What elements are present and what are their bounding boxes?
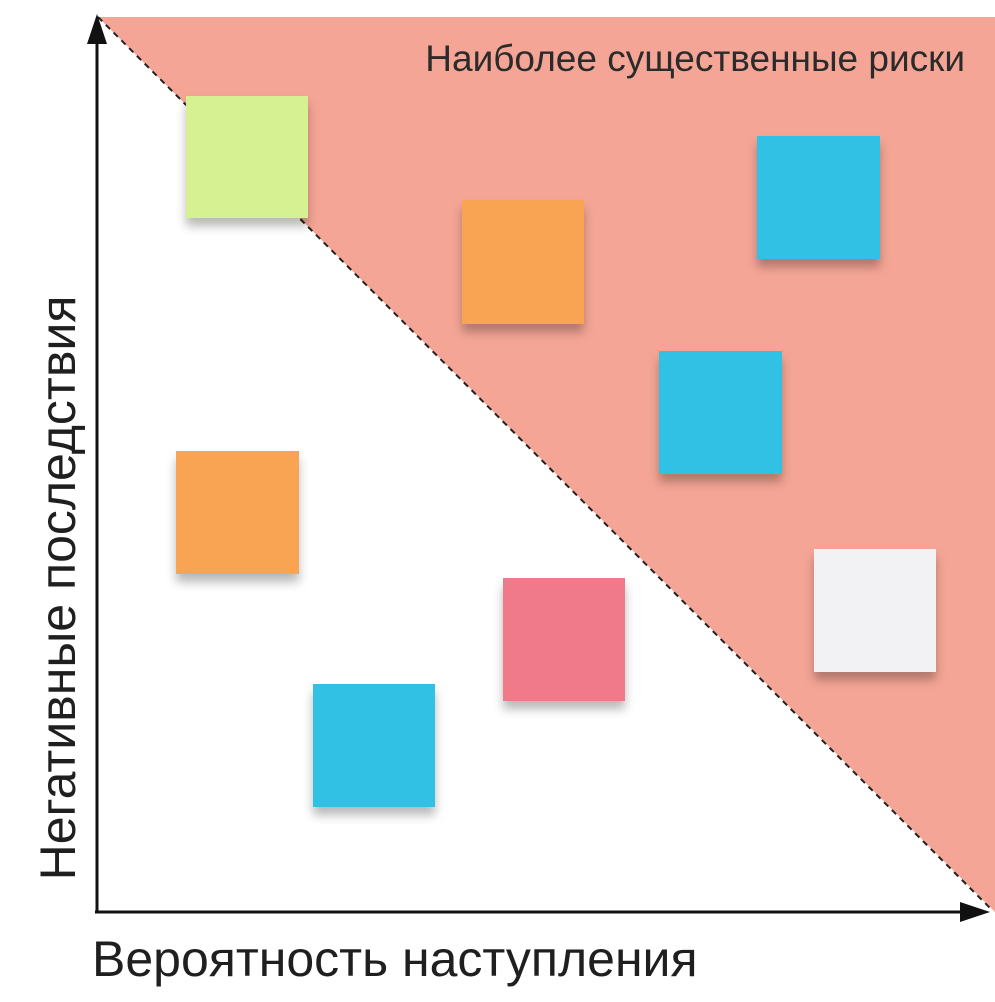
sticky-note-sheen bbox=[313, 684, 435, 807]
sticky-note-body bbox=[176, 451, 299, 574]
sticky-note-body bbox=[462, 200, 584, 324]
x-axis-label: Вероятность наступления bbox=[92, 931, 698, 987]
sticky-note bbox=[659, 351, 782, 474]
sticky-note-body bbox=[757, 136, 880, 259]
high-risk-zone-label: Наиболее существенные риски bbox=[425, 38, 965, 79]
sticky-note bbox=[462, 200, 584, 324]
sticky-note bbox=[814, 549, 936, 672]
sticky-note bbox=[757, 136, 880, 259]
y-axis-label: Негативные последствия bbox=[30, 295, 86, 881]
sticky-note-body bbox=[313, 684, 435, 807]
sticky-note bbox=[313, 684, 435, 807]
sticky-note-sheen bbox=[659, 351, 782, 474]
sticky-note-sheen bbox=[176, 451, 299, 574]
sticky-note-sheen bbox=[814, 549, 936, 672]
y-axis-arrow-icon bbox=[87, 14, 107, 44]
sticky-note-body bbox=[186, 96, 308, 218]
sticky-note-body bbox=[659, 351, 782, 474]
sticky-note-body bbox=[814, 549, 936, 672]
sticky-note bbox=[186, 96, 308, 218]
sticky-note-sheen bbox=[503, 578, 625, 701]
x-axis-arrow-icon bbox=[960, 902, 990, 922]
sticky-note bbox=[176, 451, 299, 574]
sticky-note-sheen bbox=[757, 136, 880, 259]
sticky-note-body bbox=[503, 578, 625, 701]
sticky-note-sheen bbox=[186, 96, 308, 218]
sticky-note bbox=[503, 578, 625, 701]
sticky-note-sheen bbox=[462, 200, 584, 324]
sticky-notes bbox=[176, 96, 936, 807]
